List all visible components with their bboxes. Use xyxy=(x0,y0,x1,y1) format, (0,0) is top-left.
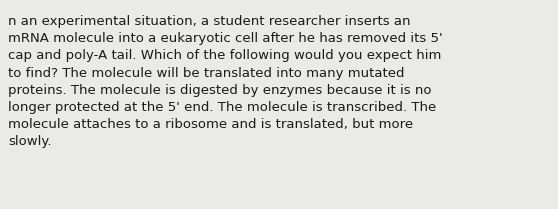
Text: n an experimental situation, a student researcher inserts an
mRNA molecule into : n an experimental situation, a student r… xyxy=(8,15,442,148)
